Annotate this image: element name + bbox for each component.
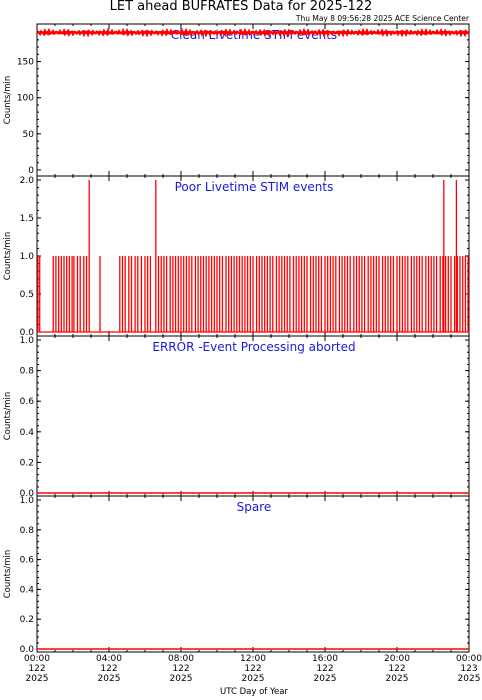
x-tick-doy: 122 [28,664,45,674]
x-tick-doy: 122 [244,664,261,674]
y-tick-label: 0.4 [20,585,35,595]
y-tick-label: 0.0 [20,328,35,338]
y-tick-label: 0.4 [20,428,35,438]
x-tick-year: 2025 [458,674,481,684]
y-tick-label: 0.6 [20,556,35,566]
x-tick-year: 2025 [314,674,337,684]
y-axis-label: Counts/min [3,392,13,441]
x-tick-time: 00:00 [24,654,50,664]
x-tick-doy: 122 [172,664,189,674]
series-line [36,27,470,38]
y-tick-label: 0.8 [20,367,35,377]
x-tick-year: 2025 [98,674,121,684]
x-tick-time: 20:00 [384,654,410,664]
x-tick-doy: 122 [316,664,333,674]
y-tick-label: 100 [17,94,34,104]
y-tick-label: 0.2 [20,458,34,468]
y-axis-label: Counts/min [3,76,13,125]
x-tick-time: 00:00 [456,654,482,664]
y-tick-label: 0.0 [20,489,35,499]
x-tick-year: 2025 [386,674,409,684]
y-tick-label: 2.0 [20,176,35,186]
y-tick-label: 0 [28,166,34,176]
panel-4: 0.0 0.2 0.4 0.6 0.8 1.0 Counts/min Spare [3,495,470,655]
y-axis-label: Counts/min [3,232,13,281]
x-axis-label: UTC Day of Year [220,687,288,697]
x-tick-year: 2025 [242,674,265,684]
y-tick-label: 0.6 [20,397,35,407]
y-tick-label: 0.8 [20,526,35,536]
x-tick-time: 16:00 [312,654,338,664]
x-tick-year: 2025 [26,674,49,684]
panel-3: 0.0 0.2 0.4 0.6 0.8 1.0 Counts/min ERROR -Event… [3,335,470,499]
x-tick-time: 04:00 [96,654,122,664]
panel-frame [36,335,470,497]
panel-title: ERROR -Event Processing aborted [152,340,355,354]
y-tick-label: 150 [17,58,34,68]
x-tick-time: 08:00 [168,654,194,664]
panel-frame [36,495,470,653]
y-tick-label: 50 [23,130,35,140]
generated-timestamp: Thu May 8 09:56:28 2025 ACE Science Cent… [295,14,470,23]
y-tick-label: 0.2 [20,615,34,625]
x-tick-doy: 123 [460,664,477,674]
panel-title: Spare [237,500,272,514]
y-tick-label: 1.0 [20,252,35,262]
y-tick-label: 1.0 [20,496,35,506]
x-tick-doy: 122 [100,664,117,674]
x-tick-time: 12:00 [240,654,266,664]
y-tick-label: 0.0 [20,645,35,655]
y-tick-label: 1.5 [20,214,34,224]
x-tick-doy: 122 [388,664,405,674]
panel-title: Poor Livetime STIM events [175,180,334,194]
y-tick-label: 1.0 [20,336,35,346]
panel-2: 0.0 0.5 1.0 1.5 2.0 Counts/min Poor Livetime S… [3,175,470,338]
panel-frame [36,23,470,177]
y-tick-label: 0.5 [20,290,34,300]
chart-title: LET ahead BUFRATES Data for 2025-122 [110,0,373,14]
x-tick-year: 2025 [170,674,193,684]
y-axis-label: Counts/min [3,550,13,599]
